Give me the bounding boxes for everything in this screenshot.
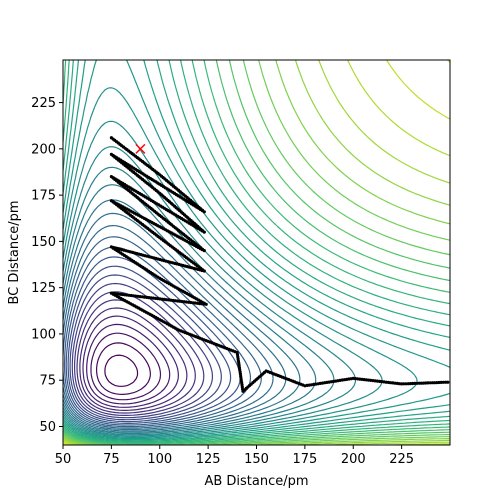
- contour-line: [63, 60, 450, 444]
- x-tick-label: 175: [292, 452, 317, 467]
- y-tick-label: 200: [31, 142, 56, 157]
- contour-line: [63, 246, 252, 426]
- contour-line: [63, 212, 287, 431]
- y-tick-label: 150: [31, 235, 56, 250]
- trajectory-point: [402, 382, 406, 386]
- contour-line: [63, 60, 450, 445]
- trajectory-point: [446, 380, 450, 384]
- contour-line: [63, 60, 450, 445]
- contour-line: [69, 274, 222, 421]
- contour-line: [63, 60, 450, 443]
- y-tick-label: 125: [31, 281, 56, 296]
- trajectory-point: [444, 380, 448, 384]
- x-tick-label: 150: [244, 452, 269, 467]
- contour-line: [82, 315, 179, 408]
- contour-line: [63, 225, 274, 429]
- y-axis-title: BC Distance/pm: [7, 200, 22, 304]
- contour-line: [63, 60, 450, 442]
- x-tick-label: 100: [147, 452, 172, 467]
- contour-line: [63, 60, 450, 445]
- contour-line: [96, 342, 151, 395]
- x-axis-title: AB Distance/pm: [204, 474, 308, 489]
- trajectory-point: [430, 381, 434, 385]
- contour-line: [86, 323, 171, 405]
- contour-line: [67, 265, 232, 423]
- x-tick-label: 125: [196, 452, 221, 467]
- x-axis: 50 75 100 125 150 175 200 225: [55, 445, 414, 467]
- contour-line: [71, 282, 213, 419]
- x-tick-label: 200: [341, 452, 366, 467]
- y-tick-label: 175: [31, 189, 56, 204]
- contour-line: [63, 60, 450, 445]
- contour-line: [104, 354, 139, 387]
- contour-line: [63, 60, 450, 445]
- trajectory: [109, 136, 450, 393]
- y-tick-label: 100: [31, 327, 56, 342]
- start-marker-group: [135, 143, 146, 154]
- contour-line: [63, 60, 450, 445]
- x-tick-label: 225: [389, 452, 414, 467]
- contour-line: [74, 291, 205, 416]
- x-tick-label: 75: [103, 452, 120, 467]
- contour-line: [63, 60, 450, 445]
- contour-line: [63, 60, 450, 445]
- contour-line: [63, 60, 450, 439]
- trajectory-point: [417, 381, 421, 385]
- contour-line: [90, 332, 162, 401]
- contour-line: [63, 60, 450, 445]
- y-tick-label: 75: [39, 374, 56, 389]
- contour-line: [63, 87, 418, 438]
- start-marker: [135, 143, 146, 154]
- contour-line: [63, 60, 450, 441]
- contour-line: [65, 256, 241, 424]
- y-tick-label: 50: [39, 420, 56, 435]
- contour-line: [79, 307, 188, 411]
- y-tick-label: 225: [31, 96, 56, 111]
- y-axis: 50 75 100 125 150 175 200 225: [31, 96, 63, 435]
- x-tick-label: 50: [55, 452, 72, 467]
- contour-line: [63, 120, 383, 437]
